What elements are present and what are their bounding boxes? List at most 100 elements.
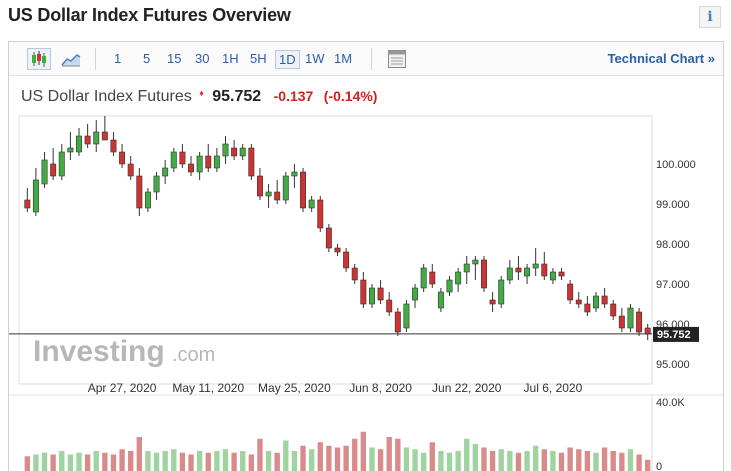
- candle[interactable]: [506, 260, 513, 284]
- candle[interactable]: [153, 172, 160, 200]
- candle[interactable]: [231, 140, 238, 160]
- candle[interactable]: [308, 196, 315, 212]
- candle[interactable]: [300, 168, 307, 212]
- candle[interactable]: [351, 264, 358, 284]
- candle[interactable]: [213, 148, 220, 172]
- candle[interactable]: [455, 268, 462, 292]
- candle-body: [386, 299, 393, 313]
- candle[interactable]: [532, 248, 539, 276]
- candle[interactable]: [377, 280, 384, 304]
- candle[interactable]: [239, 144, 246, 160]
- candle[interactable]: [403, 300, 410, 332]
- info-icon[interactable]: i: [699, 6, 721, 28]
- candle[interactable]: [386, 292, 393, 316]
- candle[interactable]: [282, 172, 289, 204]
- volume-bar: [645, 459, 651, 471]
- date-axis: Apr 27, 2020 May 11, 2020 May 25, 2020 Jun …: [88, 381, 583, 395]
- candle[interactable]: [472, 256, 479, 280]
- candle[interactable]: [76, 128, 82, 156]
- candle[interactable]: [429, 264, 436, 288]
- calendar-icon[interactable]: [385, 48, 409, 70]
- candle[interactable]: [205, 144, 212, 172]
- candle[interactable]: [558, 268, 565, 280]
- timeframe-1w-button[interactable]: 1W: [305, 51, 325, 66]
- candle[interactable]: [446, 276, 453, 296]
- candle[interactable]: [84, 124, 91, 148]
- candle[interactable]: [644, 324, 651, 340]
- candle[interactable]: [343, 248, 350, 272]
- candle[interactable]: [119, 144, 126, 168]
- candle[interactable]: [567, 280, 574, 304]
- candle[interactable]: [481, 256, 487, 292]
- candle[interactable]: [627, 304, 634, 332]
- candle[interactable]: [463, 256, 470, 284]
- candle[interactable]: [325, 224, 332, 252]
- timeframe-5m-button[interactable]: 5: [143, 51, 151, 66]
- volume-bar: [627, 449, 634, 471]
- candle[interactable]: [489, 292, 496, 312]
- candle[interactable]: [575, 292, 582, 308]
- candle[interactable]: [24, 188, 31, 212]
- price-chart[interactable]: Investing .com 95.00096.00097.00098.0009…: [9, 42, 723, 471]
- candle-body: [489, 299, 496, 305]
- candle[interactable]: [274, 180, 281, 204]
- candle[interactable]: [593, 292, 599, 312]
- volume-bar: [33, 454, 39, 471]
- candle[interactable]: [394, 308, 401, 336]
- area-chart-icon[interactable]: [59, 48, 83, 70]
- candle[interactable]: [110, 132, 117, 156]
- candle[interactable]: [67, 132, 74, 160]
- candle[interactable]: [610, 300, 617, 320]
- candle[interactable]: [188, 156, 194, 176]
- candle[interactable]: [170, 148, 177, 172]
- candle[interactable]: [317, 196, 324, 232]
- timeframe-1m-button[interactable]: 1: [114, 51, 122, 66]
- candle[interactable]: [50, 148, 57, 180]
- volume-bar: [386, 437, 392, 471]
- candle[interactable]: [179, 144, 186, 168]
- timeframe-5h-button[interactable]: 5H: [250, 51, 267, 66]
- candle[interactable]: [93, 120, 100, 152]
- candle[interactable]: [222, 136, 229, 164]
- timeframe-1h-button[interactable]: 1H: [222, 51, 239, 66]
- candle-body: [24, 199, 31, 209]
- candle[interactable]: [144, 188, 151, 212]
- candle[interactable]: [541, 252, 548, 280]
- candle[interactable]: [256, 168, 263, 200]
- candle[interactable]: [524, 264, 531, 284]
- candle[interactable]: [248, 144, 255, 180]
- candle[interactable]: [136, 168, 143, 216]
- candle[interactable]: [291, 164, 298, 188]
- candle[interactable]: [127, 156, 134, 180]
- candle[interactable]: [368, 284, 375, 308]
- timeframe-1mo-button[interactable]: 1M: [334, 51, 353, 66]
- candle-body: [231, 147, 238, 157]
- candle[interactable]: [636, 308, 643, 336]
- candle[interactable]: [162, 160, 169, 184]
- candle[interactable]: [618, 308, 625, 332]
- candle[interactable]: [412, 284, 419, 308]
- candle[interactable]: [498, 276, 505, 308]
- candle[interactable]: [437, 288, 444, 312]
- technical-chart-link[interactable]: Technical Chart »: [608, 51, 715, 66]
- volume-bar: [119, 449, 125, 471]
- candle[interactable]: [41, 152, 48, 188]
- candle[interactable]: [515, 256, 522, 280]
- candle[interactable]: [196, 152, 203, 180]
- candle[interactable]: [549, 268, 556, 284]
- candlestick-icon[interactable]: [27, 48, 51, 70]
- timeframe-1d-button[interactable]: 1D: [275, 50, 300, 69]
- candle[interactable]: [58, 144, 65, 180]
- candle[interactable]: [334, 244, 341, 256]
- candle[interactable]: [360, 272, 367, 308]
- timeframe-30m-button[interactable]: 30: [195, 51, 210, 66]
- candle[interactable]: [420, 264, 427, 292]
- timeframe-15m-button[interactable]: 15: [167, 51, 182, 66]
- candle[interactable]: [601, 288, 608, 308]
- volume-bar: [601, 447, 608, 471]
- candle[interactable]: [265, 184, 272, 208]
- candle[interactable]: [101, 116, 108, 141]
- candle[interactable]: [32, 168, 39, 216]
- chart-grid: [9, 115, 723, 471]
- candle[interactable]: [584, 296, 591, 316]
